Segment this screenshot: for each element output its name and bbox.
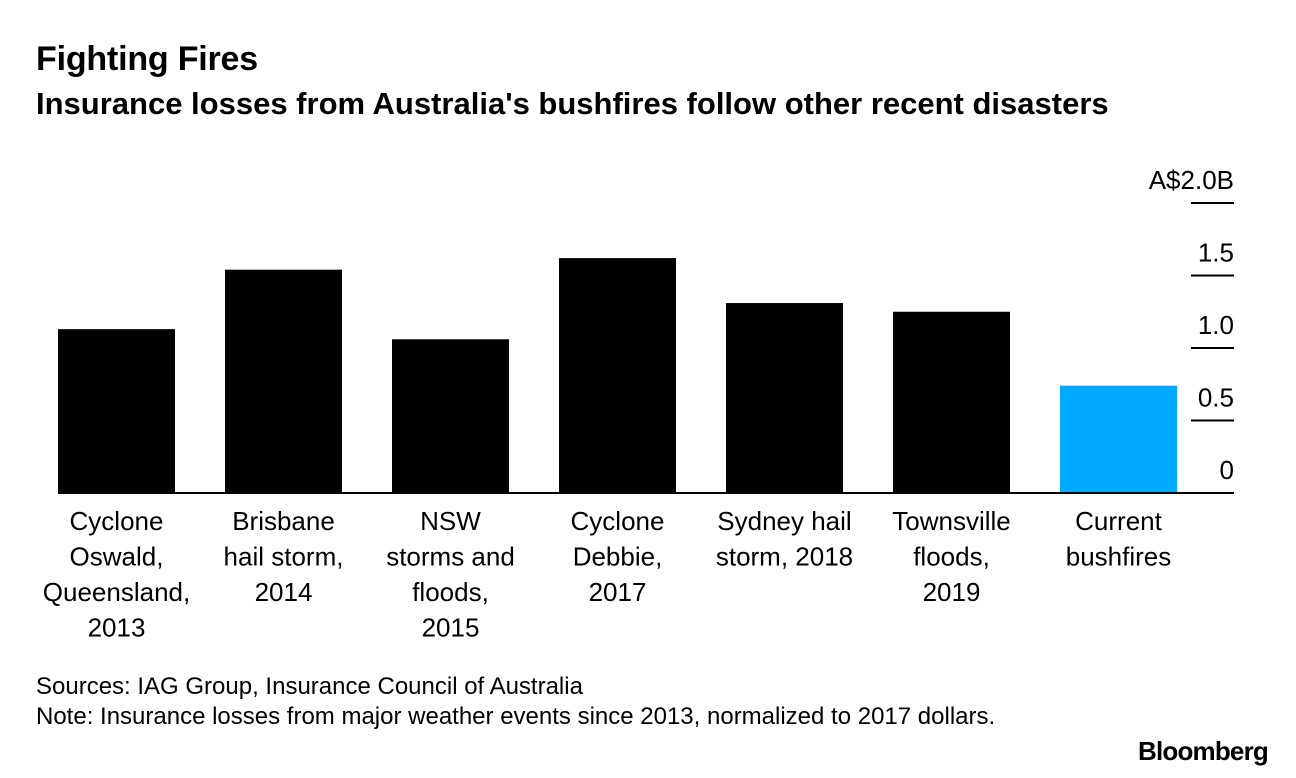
x-category-label-3: Cyclone Debbie, 2017: [571, 506, 665, 607]
x-category-label-line: 2017: [589, 577, 647, 607]
x-category-label-line: floods,: [412, 577, 489, 607]
sources-note: Sources: IAG Group, Insurance Council of…: [36, 673, 583, 700]
chart-title: Fighting Fires: [36, 40, 258, 78]
x-category-label-line: 2015: [422, 613, 480, 643]
bar-3: [559, 258, 676, 493]
x-category-label-line: Cyclone: [571, 506, 665, 536]
y-tick-label-0: 0: [1220, 455, 1234, 485]
methodology-note: Note: Insurance losses from major weathe…: [36, 703, 996, 730]
x-category-label-line: hail storm,: [224, 542, 344, 572]
x-category-label-line: bushfires: [1066, 542, 1172, 572]
x-category-label-line: Queensland,: [43, 577, 190, 607]
bar-4: [726, 303, 843, 493]
x-category-label-4: Sydney hail storm, 2018: [716, 506, 853, 572]
x-category-label-line: 2014: [255, 577, 313, 607]
bloomberg-logo: Bloomberg: [1137, 736, 1269, 766]
x-category-label-line: 2019: [923, 577, 981, 607]
x-category-label-line: Oswald,: [70, 542, 164, 572]
y-tick-label-1: 0.5: [1198, 383, 1234, 413]
chart-subtitle: Insurance losses from Australia's bushfi…: [36, 86, 1109, 121]
bar-0: [58, 329, 175, 493]
x-category-label-2: NSW storms and floods, 2015: [386, 506, 515, 643]
x-category-label-line: NSW: [420, 506, 481, 536]
x-category-label-line: Townsville: [892, 506, 1011, 536]
x-category-label-5: Townsville floods, 2019: [892, 506, 1011, 607]
x-category-label-line: storms and: [386, 542, 515, 572]
x-category-label-1: Brisbane hail storm, 2014: [224, 506, 344, 607]
x-category-label-line: Current: [1075, 506, 1162, 536]
x-category-label-line: Brisbane: [232, 506, 335, 536]
bar-1: [225, 269, 342, 493]
bar-chart: 0 0.5 1.0 1.5 A$2.0B Cyclone Oswald, Queensland…: [43, 165, 1234, 643]
bar-6: [1060, 385, 1177, 493]
x-category-label-line: Debbie,: [573, 542, 663, 572]
x-category-label-line: floods,: [913, 542, 990, 572]
y-tick-label-4: A$2.0B: [1149, 165, 1234, 195]
x-category-label-line: 2013: [88, 613, 146, 643]
x-category-label-line: Cyclone: [70, 506, 164, 536]
x-category-label-6: Current bushfires: [1066, 506, 1172, 572]
y-tick-label-2: 1.0: [1198, 310, 1234, 340]
x-category-label-0: Cyclone Oswald, Queensland, 2013: [43, 506, 190, 643]
x-category-label-line: storm, 2018: [716, 542, 853, 572]
bar-5: [893, 311, 1010, 493]
bar-2: [392, 339, 509, 493]
footer: Sources: IAG Group, Insurance Council of…: [36, 672, 1036, 732]
x-category-label-line: Sydney hail: [717, 506, 851, 536]
y-tick-label-3: 1.5: [1198, 238, 1234, 268]
